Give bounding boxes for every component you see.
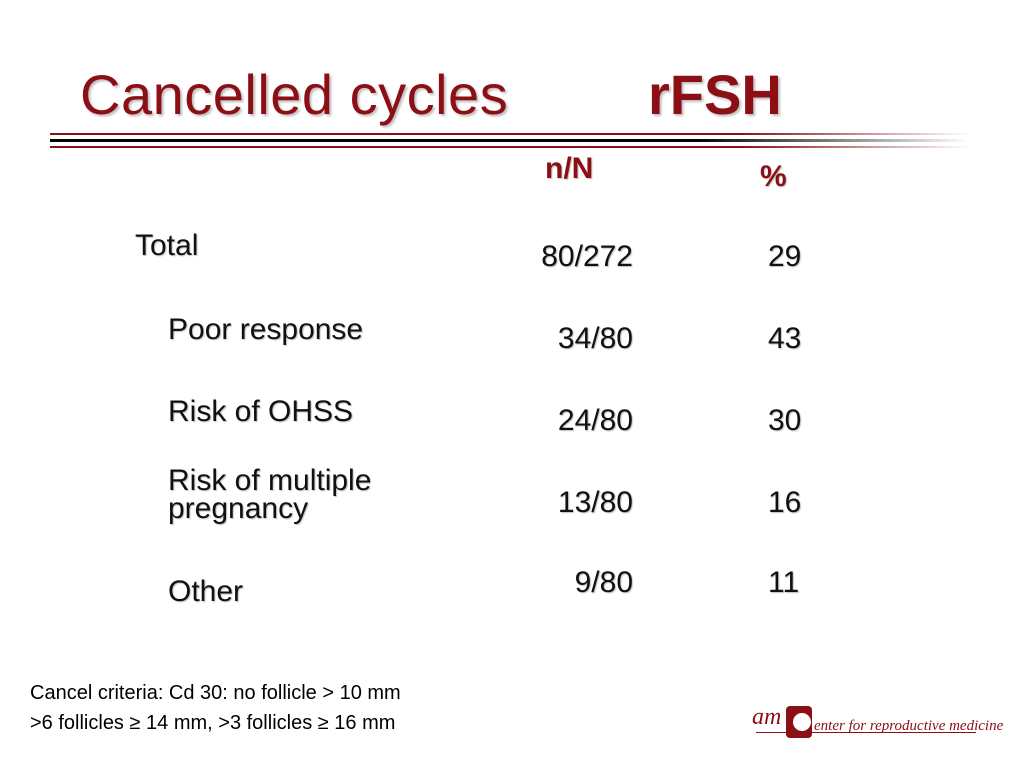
title-underline-bottom [50,146,970,148]
row-pct-total: 29 [768,240,802,273]
row-n-poor-response: 34/80 [557,322,633,355]
clinic-logo: am enter for reproductive medicine [752,704,1003,744]
row-n-ohss: 24/80 [557,404,633,437]
title-underline-top [50,133,970,135]
row-label-ohss: Risk of OHSS [168,395,354,428]
column-header-percent: % [760,160,787,193]
logo-text: enter for reproductive medicine [814,718,1004,734]
row-label-poor-response: Poor response [168,313,364,346]
row-label-multiple-pregnancy-line2: pregnancy [168,492,309,525]
row-n-multiple-pregnancy: 13/80 [557,486,633,519]
title-underline-middle [50,139,970,142]
logo-am-mark: am [752,704,782,730]
row-n-other: 9/80 [574,566,633,599]
slide-title-drug: rFSH [648,63,782,126]
row-label-other: Other [168,575,244,608]
logo-underline [756,732,976,733]
row-pct-poor-response: 43 [768,322,802,355]
column-header-n: n/N [545,152,594,185]
row-pct-ohss: 30 [768,404,802,437]
row-n-total: 80/272 [541,240,633,273]
row-label-multiple-pregnancy-line1: Risk of multiple [168,464,372,497]
cancel-criteria-line2: >6 follicles ≥ 14 mm, >3 follicles ≥ 16 … [30,712,396,734]
row-pct-other: 11 [768,566,800,599]
cancel-criteria-line1: Cancel criteria: Cd 30: no follicle > 10… [30,682,401,704]
logo-c-mark [786,706,812,738]
row-pct-multiple-pregnancy: 16 [768,486,802,519]
slide-title: Cancelled cycles [80,63,509,126]
row-label-total: Total [135,229,199,262]
